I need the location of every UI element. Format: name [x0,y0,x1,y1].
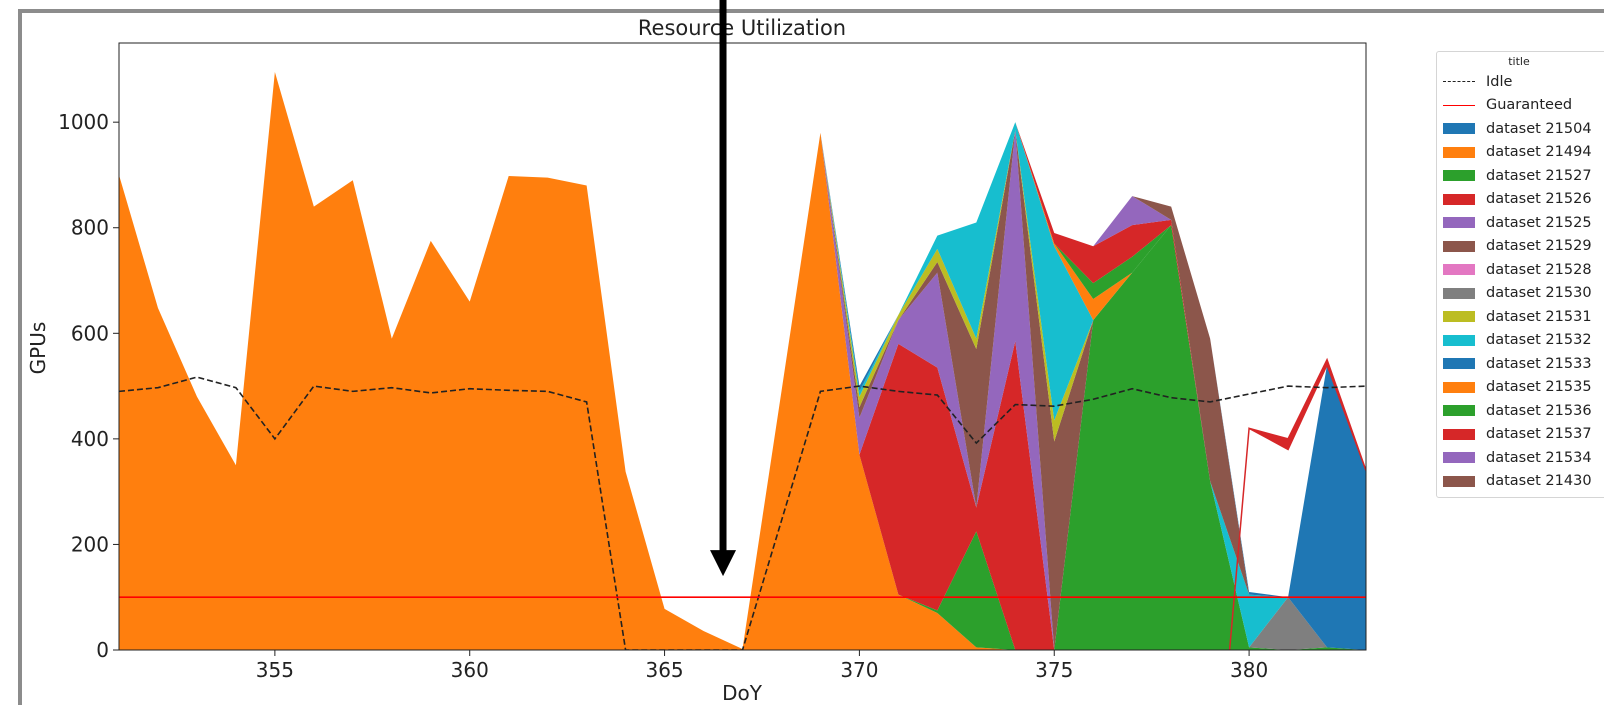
x-axis-ticks: 355 360 365 370 375 380 [256,650,1268,682]
legend-swatch [1443,147,1475,158]
legend-label: dataset 21504 [1486,121,1592,137]
y-tick-label: 600 [71,321,109,345]
legend-label: dataset 21532 [1486,332,1592,348]
legend-swatch [1443,311,1475,322]
legend-swatch [1443,217,1475,228]
legend-label: dataset 21525 [1486,215,1592,231]
legend-label: dataset 21526 [1486,191,1592,207]
arrow-head [710,550,736,576]
legend-swatch [1443,429,1475,440]
annotation-arrow [710,0,736,576]
legend-swatch [1443,105,1475,106]
legend-label: Guaranteed [1486,97,1572,113]
legend-label: dataset 21527 [1486,168,1592,184]
legend-label: dataset 21533 [1486,356,1592,372]
legend-label: dataset 21534 [1486,450,1592,466]
legend-item-dataset-21527: dataset 21527 [1437,164,1604,188]
legend-label: dataset 21530 [1486,285,1592,301]
x-tick-label: 375 [1035,658,1073,682]
legend-label: dataset 21430 [1486,473,1592,489]
x-axis-label: DoY [722,681,763,705]
chart-title: Resource Utilization [638,16,846,40]
legend-swatch [1443,123,1475,134]
y-tick-label: 800 [71,216,109,240]
legend-item-dataset-21528: dataset 21528 [1437,258,1604,282]
y-tick-label: 400 [71,427,109,451]
legend-swatch [1443,241,1475,252]
legend-swatch [1443,170,1475,181]
legend-item-dataset-21535: dataset 21535 [1437,376,1604,400]
legend-label: dataset 21531 [1486,309,1592,325]
x-tick-label: 370 [840,658,878,682]
legend-item-dataset-21532: dataset 21532 [1437,329,1604,353]
legend-item-dataset-21494: dataset 21494 [1437,141,1604,165]
legend-label: dataset 21494 [1486,144,1592,160]
legend-item-dataset-21536: dataset 21536 [1437,399,1604,423]
legend-items: Idle Guaranteed dataset 21504 dataset 21494… [1437,70,1604,493]
legend-item-idle: Idle [1437,70,1604,94]
legend-item-dataset-21526: dataset 21526 [1437,188,1604,212]
x-tick-label: 365 [645,658,683,682]
legend-label: dataset 21535 [1486,379,1592,395]
legend-swatch [1443,358,1475,369]
legend-label: Idle [1486,74,1512,90]
y-tick-label: 1000 [58,110,109,134]
legend-swatch [1443,81,1475,82]
x-tick-label: 360 [451,658,489,682]
legend-item-dataset-21529: dataset 21529 [1437,235,1604,259]
x-tick-label: 355 [256,658,294,682]
legend-swatch [1443,264,1475,275]
legend-label: dataset 21536 [1486,403,1592,419]
legend-label: dataset 21528 [1486,262,1592,278]
y-tick-label: 0 [96,638,109,662]
y-axis-label: GPUs [26,322,50,375]
legend-item-dataset-21531: dataset 21531 [1437,305,1604,329]
legend-swatch [1443,335,1475,346]
legend-item-dataset-21533: dataset 21533 [1437,352,1604,376]
legend-title: title [1437,54,1604,70]
chart-legend: title Idle Guaranteed dataset 21504 dataset… [1436,51,1604,498]
legend-label: dataset 21537 [1486,426,1592,442]
legend-swatch [1443,452,1475,463]
legend-label: dataset 21529 [1486,238,1592,254]
legend-swatch [1443,382,1475,393]
y-tick-label: 200 [71,532,109,556]
stacked-areas [119,72,1366,650]
legend-item-dataset-21430: dataset 21430 [1437,470,1604,494]
legend-swatch [1443,405,1475,416]
y-axis-ticks: 0 200 400 600 800 1000 [58,110,119,662]
x-tick-label: 380 [1230,658,1268,682]
legend-swatch [1443,288,1475,299]
legend-swatch [1443,476,1475,487]
legend-item-dataset-21525: dataset 21525 [1437,211,1604,235]
legend-item-guaranteed: Guaranteed [1437,94,1604,118]
legend-item-dataset-21534: dataset 21534 [1437,446,1604,470]
legend-item-dataset-21504: dataset 21504 [1437,117,1604,141]
legend-swatch [1443,194,1475,205]
legend-item-dataset-21537: dataset 21537 [1437,423,1604,447]
legend-item-dataset-21530: dataset 21530 [1437,282,1604,306]
